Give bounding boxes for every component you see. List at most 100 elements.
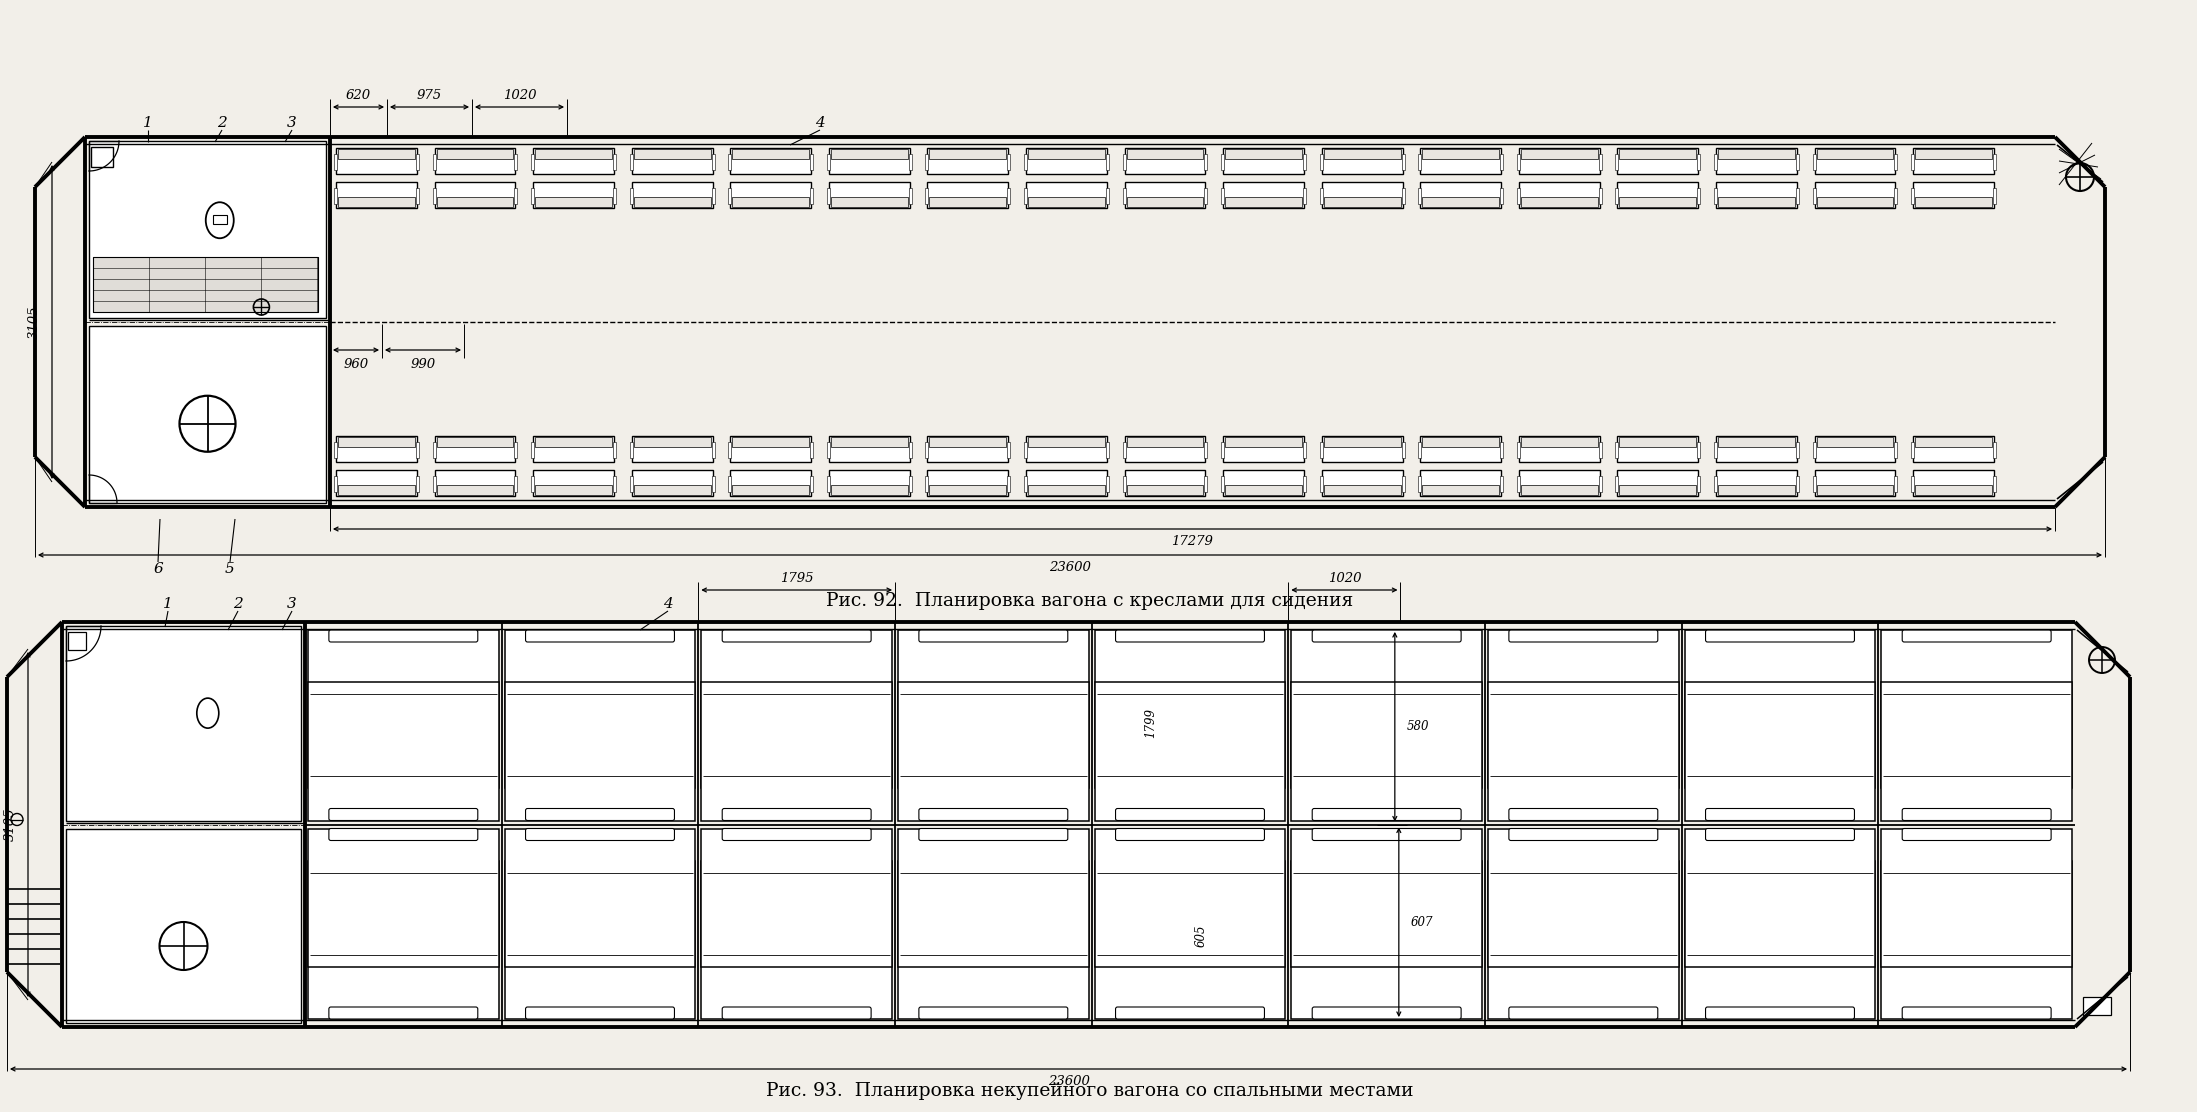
- Bar: [1105, 188, 1109, 203]
- Text: 975: 975: [417, 89, 442, 102]
- Bar: [811, 441, 813, 458]
- Bar: [1320, 153, 1323, 170]
- Bar: [631, 153, 633, 170]
- Bar: [1714, 188, 1718, 203]
- Bar: [712, 153, 714, 170]
- Bar: [1813, 188, 1815, 203]
- Bar: [1421, 197, 1498, 207]
- Bar: [1204, 441, 1208, 458]
- FancyBboxPatch shape: [1509, 1007, 1659, 1019]
- Bar: [1026, 436, 1107, 461]
- Bar: [437, 437, 514, 447]
- FancyBboxPatch shape: [1903, 1007, 2052, 1019]
- Text: Рис. 92.  Планировка вагона с креслами для сидения: Рис. 92. Планировка вагона с креслами дл…: [826, 592, 1353, 610]
- Bar: [338, 197, 415, 207]
- Bar: [334, 441, 336, 458]
- Bar: [1714, 153, 1718, 170]
- Bar: [1292, 682, 1483, 821]
- Bar: [1993, 476, 1995, 492]
- Bar: [633, 182, 712, 208]
- Bar: [1024, 441, 1026, 458]
- Text: 990: 990: [411, 358, 435, 371]
- Text: 1795: 1795: [780, 572, 813, 585]
- Bar: [1006, 441, 1011, 458]
- Bar: [633, 470, 712, 496]
- Bar: [338, 437, 415, 447]
- Bar: [633, 197, 710, 207]
- Bar: [1006, 153, 1011, 170]
- Bar: [1520, 197, 1597, 207]
- Bar: [514, 188, 518, 203]
- Bar: [927, 436, 1008, 461]
- FancyBboxPatch shape: [1509, 828, 1659, 841]
- Bar: [1518, 470, 1599, 496]
- Bar: [1617, 470, 1698, 496]
- Bar: [415, 188, 420, 203]
- Bar: [1419, 148, 1501, 173]
- Text: 580: 580: [1406, 721, 1430, 733]
- Bar: [433, 153, 435, 170]
- Bar: [1716, 436, 1797, 461]
- Text: 17279: 17279: [1171, 535, 1213, 548]
- Bar: [1292, 631, 1483, 788]
- Bar: [1714, 441, 1718, 458]
- Bar: [1501, 153, 1503, 170]
- Text: 960: 960: [343, 358, 369, 371]
- Bar: [712, 188, 714, 203]
- Bar: [1615, 153, 1619, 170]
- Bar: [1024, 476, 1026, 492]
- Bar: [1795, 188, 1799, 203]
- Bar: [1487, 682, 1679, 821]
- FancyBboxPatch shape: [1116, 828, 1265, 841]
- Bar: [729, 148, 811, 173]
- Bar: [1226, 197, 1303, 207]
- Bar: [338, 485, 415, 495]
- Bar: [613, 188, 615, 203]
- Bar: [1619, 437, 1696, 447]
- FancyBboxPatch shape: [1509, 631, 1659, 642]
- Bar: [826, 476, 830, 492]
- Bar: [1911, 153, 1914, 170]
- Bar: [828, 436, 910, 461]
- Bar: [830, 437, 907, 447]
- Bar: [1815, 436, 1896, 461]
- Bar: [633, 437, 710, 447]
- Bar: [1421, 485, 1498, 495]
- Bar: [1226, 485, 1303, 495]
- Bar: [1501, 188, 1503, 203]
- Bar: [1599, 153, 1602, 170]
- Bar: [826, 153, 830, 170]
- Bar: [1224, 182, 1305, 208]
- Bar: [1894, 476, 1898, 492]
- Bar: [68, 632, 86, 651]
- Bar: [338, 149, 415, 159]
- Bar: [1916, 485, 1993, 495]
- Bar: [1325, 149, 1399, 159]
- FancyBboxPatch shape: [1116, 1007, 1265, 1019]
- Bar: [435, 470, 516, 496]
- Bar: [1094, 631, 1285, 788]
- Bar: [1028, 149, 1105, 159]
- FancyBboxPatch shape: [1705, 631, 1854, 642]
- Bar: [1698, 153, 1700, 170]
- Bar: [732, 149, 808, 159]
- Bar: [1685, 828, 1876, 967]
- Bar: [1323, 182, 1402, 208]
- Bar: [613, 476, 615, 492]
- Bar: [532, 441, 534, 458]
- Bar: [729, 182, 811, 208]
- Bar: [1617, 182, 1698, 208]
- Bar: [514, 441, 518, 458]
- Text: 5: 5: [224, 562, 235, 576]
- Bar: [1993, 441, 1995, 458]
- Bar: [435, 182, 516, 208]
- Bar: [1419, 441, 1421, 458]
- Bar: [732, 197, 808, 207]
- FancyBboxPatch shape: [723, 808, 872, 821]
- Bar: [631, 188, 633, 203]
- Bar: [1815, 470, 1896, 496]
- Bar: [1813, 476, 1815, 492]
- Bar: [1698, 188, 1700, 203]
- Bar: [1795, 153, 1799, 170]
- Bar: [925, 188, 929, 203]
